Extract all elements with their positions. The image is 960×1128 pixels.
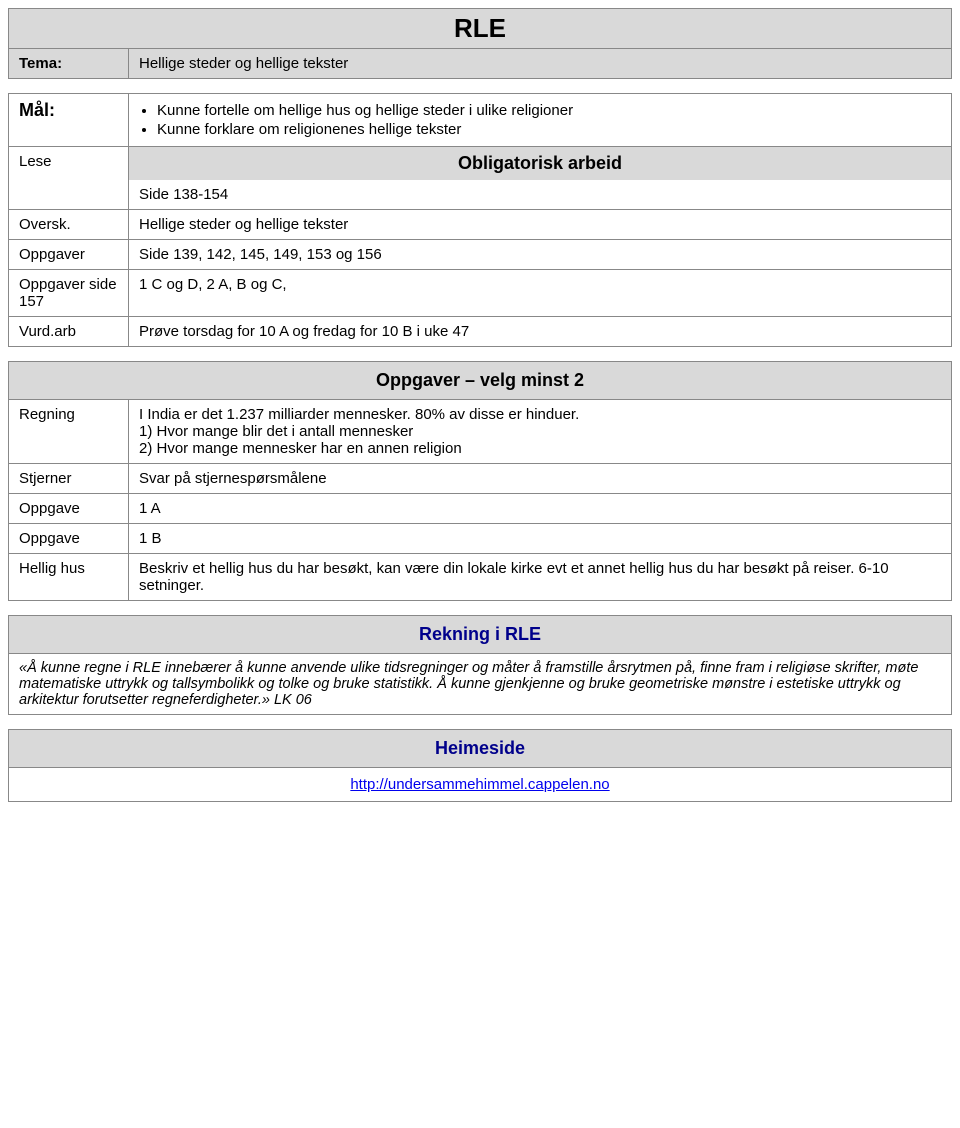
oppgaver157-value: 1 C og D, 2 A, B og C, — [129, 270, 952, 317]
vurdarb-value: Prøve torsdag for 10 A og fredag for 10 … — [129, 317, 952, 347]
heimeside-table: Heimeside http://undersammehimmel.cappel… — [8, 729, 952, 802]
table-row: Hellig hus Beskriv et hellig hus du har … — [9, 554, 952, 601]
lese-label: Lese — [9, 147, 129, 210]
heimeside-header: Heimeside — [9, 730, 952, 768]
oblig-header: Obligatorisk arbeid — [129, 147, 951, 180]
oversk-label: Oversk. — [9, 210, 129, 240]
oppgaver-table: Oppgaver – velg minst 2 Regning I India … — [8, 361, 952, 601]
lese-value: Side 138-154 — [129, 180, 951, 209]
heimeside-link-cell: http://undersammehimmel.cappelen.no — [9, 768, 952, 802]
mal-row: Mål: Kunne fortelle om hellige hus og he… — [9, 94, 952, 147]
tema-label: Tema: — [9, 49, 129, 79]
regning-value: I India er det 1.237 milliarder menneske… — [129, 400, 952, 464]
oppgave1b-value: 1 B — [129, 524, 952, 554]
heimeside-link[interactable]: http://undersammehimmel.cappelen.no — [350, 776, 609, 793]
oppgaver-label: Oppgaver — [9, 240, 129, 270]
oppgaver-value: Side 139, 142, 145, 149, 153 og 156 — [129, 240, 952, 270]
hellighus-label: Hellig hus — [9, 554, 129, 601]
tema-table: RLE Tema: Hellige steder og hellige teks… — [8, 8, 952, 79]
vurdarb-label: Vurd.arb — [9, 317, 129, 347]
tema-value: Hellige steder og hellige tekster — [129, 49, 952, 79]
tema-row: Tema: Hellige steder og hellige tekster — [9, 49, 952, 79]
mal-label: Mål: — [9, 94, 129, 147]
stjerner-label: Stjerner — [9, 464, 129, 494]
rekning-text: «Å kunne regne i RLE innebærer å kunne a… — [9, 654, 952, 715]
mal-bullets-cell: Kunne fortelle om hellige hus og hellige… — [129, 94, 952, 147]
oppgave1a-value: 1 A — [129, 494, 952, 524]
table-row: Oversk. Hellige steder og hellige tekste… — [9, 210, 952, 240]
mal-bullet-list: Kunne fortelle om hellige hus og hellige… — [157, 102, 941, 138]
oversk-value: Hellige steder og hellige tekster — [129, 210, 952, 240]
regning-label: Regning — [9, 400, 129, 464]
table-row: Stjerner Svar på stjernespørsmålene — [9, 464, 952, 494]
rekning-header: Rekning i RLE — [9, 616, 952, 654]
oppgaver-header: Oppgaver – velg minst 2 — [9, 362, 952, 400]
oppgave1a-label: Oppgave — [9, 494, 129, 524]
rekning-table: Rekning i RLE «Å kunne regne i RLE inneb… — [8, 615, 952, 715]
oppgaver157-label: Oppgaver side 157 — [9, 270, 129, 317]
table-row: Oppgaver side 157 1 C og D, 2 A, B og C, — [9, 270, 952, 317]
table-row: Oppgave 1 A — [9, 494, 952, 524]
hellighus-value: Beskriv et hellig hus du har besøkt, kan… — [129, 554, 952, 601]
table-row: Oppgaver Side 139, 142, 145, 149, 153 og… — [9, 240, 952, 270]
lese-oblig-cell: Obligatorisk arbeid Side 138-154 — [129, 147, 952, 210]
oppgave1b-label: Oppgave — [9, 524, 129, 554]
table-row: Vurd.arb Prøve torsdag for 10 A og freda… — [9, 317, 952, 347]
mal-table: Mål: Kunne fortelle om hellige hus og he… — [8, 93, 952, 347]
page-title: RLE — [9, 9, 952, 49]
table-row: Oppgave 1 B — [9, 524, 952, 554]
mal-bullet: Kunne forklare om religionenes hellige t… — [157, 121, 941, 138]
table-row: Regning I India er det 1.237 milliarder … — [9, 400, 952, 464]
mal-bullet: Kunne fortelle om hellige hus og hellige… — [157, 102, 941, 119]
stjerner-value: Svar på stjernespørsmålene — [129, 464, 952, 494]
